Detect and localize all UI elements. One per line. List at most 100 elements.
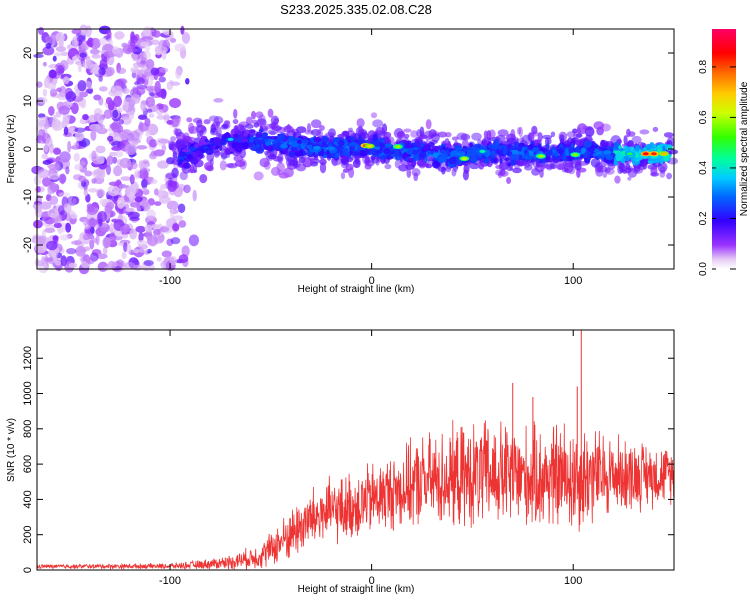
spectrogram-ridge-blob xyxy=(241,141,249,150)
spectrogram-ridge-blob xyxy=(402,152,407,160)
spectrogram-noise-blob xyxy=(72,198,77,206)
spectrogram-ridge-blob xyxy=(294,151,304,157)
spectrogram-noise-blob xyxy=(79,52,87,58)
spectrogram-noise-blob xyxy=(107,260,117,270)
snr-peaks xyxy=(512,330,582,500)
spectrogram-halo-blob xyxy=(425,119,432,130)
spectrogram-halo-blob xyxy=(372,119,384,128)
spectrogram-noise-blob xyxy=(151,39,160,46)
spectrogram-ridge-blob xyxy=(579,153,584,159)
spectrogram-y-label: Frequency (Hz) xyxy=(6,115,17,184)
spectrogram-noise-blob xyxy=(180,25,185,35)
spectrogram-noise-blob xyxy=(163,114,171,121)
spectrogram-noise-blob xyxy=(188,234,200,247)
snr-y-tick-label: 0 xyxy=(22,567,34,573)
spectrogram-halo-blob xyxy=(318,124,325,131)
spectrogram-noise-blob xyxy=(82,263,90,268)
spectrogram-noise-blob xyxy=(47,189,53,196)
spectrogram-noise-blob xyxy=(85,193,91,203)
spectrogram-noise-blob xyxy=(49,88,58,97)
spectrogram-noise-blob xyxy=(157,138,170,144)
spectrogram-halo-blob xyxy=(483,130,488,139)
figure-title: S233.2025.335.02.08.C28 xyxy=(280,2,432,17)
spectrogram-halo-blob xyxy=(213,98,224,103)
spectrogram-noise-blob xyxy=(78,175,87,183)
spectrogram-ridge-blob xyxy=(231,142,237,149)
spectrogram-noise-blob xyxy=(151,224,160,229)
spectrogram-noise-blob xyxy=(122,101,129,112)
spectrogram-halo-blob xyxy=(171,143,177,152)
spectrogram-halo-blob xyxy=(576,123,588,135)
spectrogram-noise-blob xyxy=(119,225,131,233)
spectrogram-halo-blob xyxy=(626,128,631,138)
spectrogram-ridge-blob xyxy=(368,148,378,152)
spectrogram-noise-blob xyxy=(181,245,190,257)
spectrogram-noise-blob xyxy=(71,29,82,35)
spectrogram-noise-blob xyxy=(34,203,43,214)
spectrogram-noise-blob xyxy=(105,164,111,176)
spectrogram-noise-blob xyxy=(74,127,86,133)
spectrogram-noise-blob xyxy=(157,160,169,169)
spectrogram-ridge-blob xyxy=(562,154,567,162)
spectrogram-noise-blob xyxy=(114,229,122,237)
spectrogram-noise-blob xyxy=(85,88,93,94)
spectrogram-ridge-blob xyxy=(546,143,550,149)
spectrogram-noise-blob xyxy=(68,262,78,268)
spectrogram-ridge-blob xyxy=(383,147,391,155)
spectrogram-noise-blob xyxy=(138,232,144,243)
spectrogram-halo-blob xyxy=(209,127,218,136)
spectrogram-noise-blob xyxy=(126,47,138,53)
spectrogram-ridge-blob xyxy=(413,154,420,162)
spectrogram-noise-blob xyxy=(63,126,69,136)
spectrogram-noise-blob xyxy=(192,189,197,202)
spectrogram-noise-blob xyxy=(98,67,106,76)
spectrogram-noise-blob xyxy=(136,240,148,246)
spectrogram-ridge-blob xyxy=(448,157,457,165)
spectrogram-ridge-blob xyxy=(532,139,542,144)
spectrogram-ridge-blob xyxy=(183,162,191,169)
spectrogram-noise-blob xyxy=(145,96,156,108)
spectrogram-halo-blob xyxy=(506,176,512,184)
spectrogram-noise-blob xyxy=(106,155,114,165)
spectrogram-ridge-blob xyxy=(190,140,194,144)
spectrogram-halo-blob xyxy=(445,166,452,173)
snr-y-tick-label: 800 xyxy=(22,420,34,438)
spectrogram-ridge-blob xyxy=(605,160,615,164)
spectrogram-halo-blob xyxy=(277,153,284,164)
spectrogram-ridge-blob xyxy=(528,143,534,151)
spectrogram-noise-blob xyxy=(170,237,181,245)
spectrogram-noise-blob xyxy=(58,105,70,115)
spectrogram-noise-blob xyxy=(91,38,99,46)
spectrogram-noise-blob xyxy=(86,218,99,227)
spectrogram-hot-core xyxy=(642,152,649,156)
spectrogram-noise-blob xyxy=(169,255,178,266)
spectrogram-ridge-blob xyxy=(546,149,553,157)
spectrogram-noise-blob xyxy=(89,123,101,131)
spectrogram-noise-blob xyxy=(140,60,147,65)
spectrogram-noise-blob xyxy=(60,174,66,185)
spectrogram-hot-core xyxy=(394,145,401,149)
spectrogram-noise-blob xyxy=(92,168,104,179)
snr-y-tick-label: 400 xyxy=(22,490,34,508)
spectrogram-noise-blob xyxy=(146,209,156,220)
spectrogram-ridge-blob xyxy=(320,148,325,157)
spectrogram-halo-blob xyxy=(233,154,244,162)
spectrogram-hot-core xyxy=(626,152,633,156)
spectrogram-noise-blob xyxy=(104,204,113,214)
spectrogram-noise-blob xyxy=(36,96,48,104)
spectrogram-noise-blob xyxy=(41,153,48,160)
spectrogram-noise-blob xyxy=(170,81,181,86)
spectrogram-ridge-blob xyxy=(427,153,433,157)
spectrogram-noise-blob xyxy=(143,78,149,87)
spectrogram-ridge-blob xyxy=(635,145,640,153)
spectrogram-halo-blob xyxy=(512,167,522,174)
spectrogram-halo-blob xyxy=(617,165,624,175)
spectrogram-ridge-blob xyxy=(313,136,322,143)
spectrogram-ridge-blob xyxy=(504,157,510,162)
spectrogram-noise-blob xyxy=(98,96,104,106)
spectrogram-noise-blob xyxy=(98,86,108,92)
spectrogram-noise-blob xyxy=(129,201,141,208)
spectrogram-halo-blob xyxy=(614,175,621,184)
spectrogram-halo-blob xyxy=(310,129,322,137)
